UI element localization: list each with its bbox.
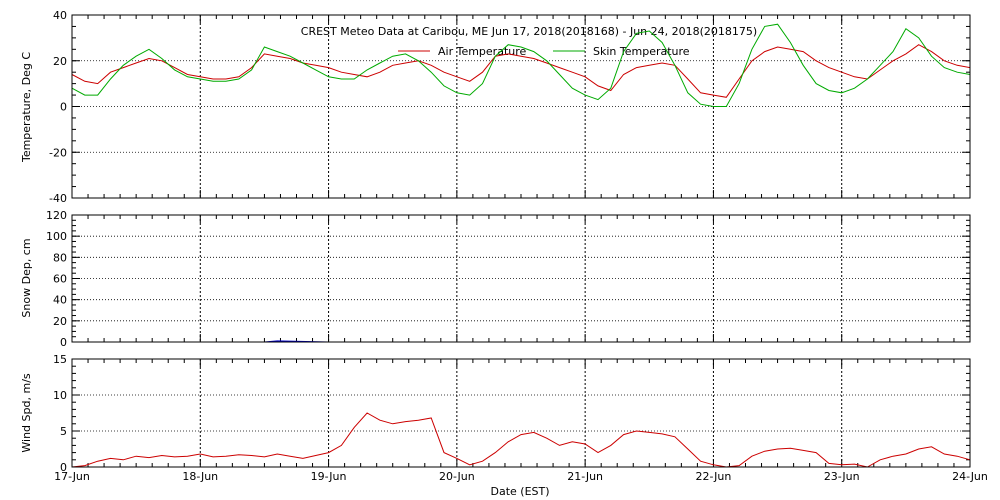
chart-title: CREST Meteo Data at Caribou, ME Jun 17, …	[301, 25, 757, 38]
temperature-ytick-label: 0	[60, 101, 67, 114]
snow-ytick-label: 60	[53, 273, 67, 286]
snow-ytick-label: 0	[60, 336, 67, 349]
temperature-series-0	[71, 44, 971, 98]
date-tick-labels: 17-Jun 18-Jun 19-Jun 20-Jun 21-Jun 22-Jun 23-J…	[54, 470, 988, 483]
wind-ytick-label: 0	[60, 461, 67, 474]
wind-ytick-label: 10	[53, 389, 67, 402]
temperature-series-1	[71, 23, 971, 107]
legend-air-label: Air Temperature	[438, 45, 527, 58]
temperature-ytick-label: 40	[53, 9, 67, 22]
date-tick-label: 24-Jun	[952, 470, 988, 483]
temperature-frame	[71, 14, 971, 199]
snow-frame	[71, 214, 971, 343]
wind-ytick-label: 5	[60, 425, 67, 438]
date-tick-label: 17-Jun	[54, 470, 90, 483]
wind-series-0	[71, 412, 971, 468]
wind-ytick-label: 15	[53, 353, 67, 366]
wind-speed-panel: 0 5 10 15	[53, 353, 971, 474]
snow-ytick-label: 120	[46, 209, 67, 222]
x-axis-label: Date (EST)	[490, 485, 549, 498]
legend: Air Temperature Skin Temperature	[398, 45, 690, 58]
legend-skin-label: Skin Temperature	[593, 45, 690, 58]
snow-ytick-label: 40	[53, 294, 67, 307]
temperature-ytick-label: -20	[49, 146, 67, 159]
wind-axis-label: Wind Spd, m/s	[20, 373, 33, 453]
snow-depth-panel: 0 20 40 60 80 100 120	[46, 209, 971, 349]
date-tick-label: 21-Jun	[567, 470, 603, 483]
snow-ytick-label: 80	[53, 251, 67, 264]
snow-axis-label: Snow Dep, cm	[20, 238, 33, 317]
date-tick-label: 23-Jun	[824, 470, 860, 483]
snow-ytick-label: 100	[46, 230, 67, 243]
date-tick-label: 22-Jun	[696, 470, 732, 483]
temperature-panel: -40 -20 0 20 40	[49, 9, 971, 205]
date-tick-label: 18-Jun	[182, 470, 218, 483]
snow-ytick-label: 20	[53, 315, 67, 328]
wind-frame	[71, 358, 971, 468]
date-tick-label: 19-Jun	[311, 470, 347, 483]
temperature-ytick-label: -40	[49, 192, 67, 205]
date-tick-label: 20-Jun	[439, 470, 475, 483]
temperature-axis-label: Temperature, Deg C	[20, 52, 33, 163]
temperature-ytick-label: 20	[53, 55, 67, 68]
